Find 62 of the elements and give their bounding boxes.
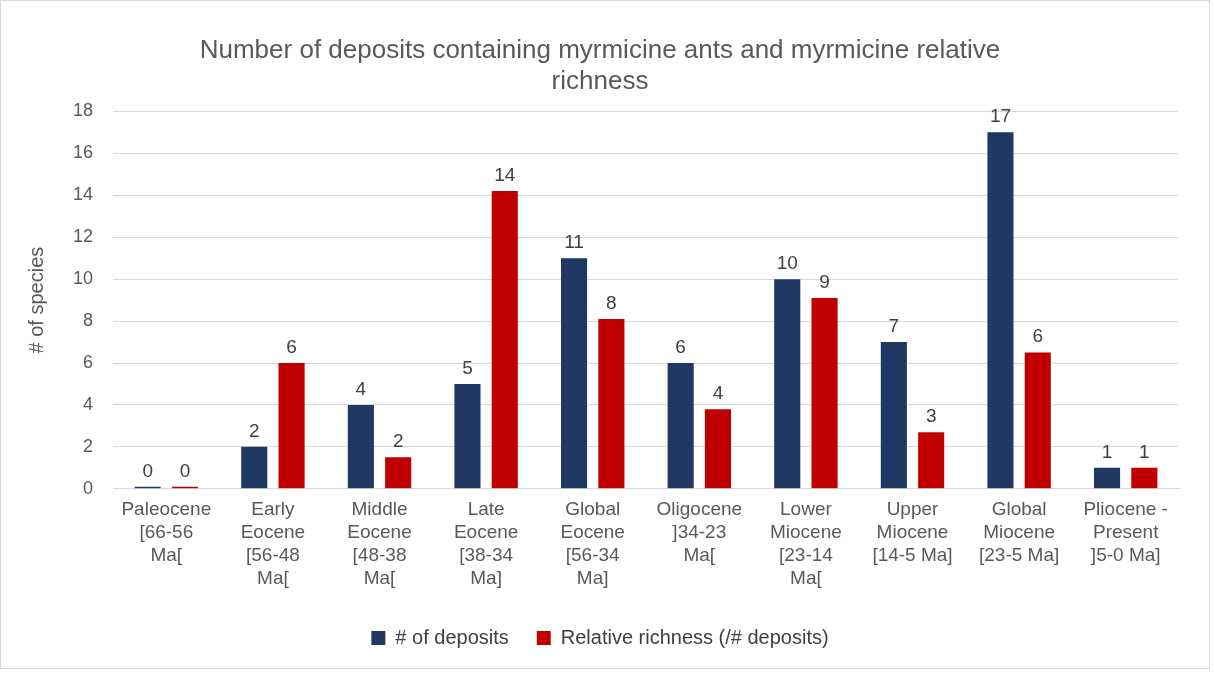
data-label: 5 [462, 356, 473, 378]
bar [241, 446, 268, 489]
data-label: 8 [606, 291, 617, 313]
data-label: 10 [776, 251, 798, 273]
bar [598, 318, 625, 489]
x-tick-label: Lower Miocene [23-14 Ma[ [769, 498, 842, 588]
x-tick-label: Early Eocene [56-48 Ma[ [240, 498, 306, 588]
bar [704, 409, 732, 489]
bar [774, 279, 801, 489]
data-label: 2 [392, 430, 404, 452]
x-tick-label: Pliocene - Present ]5-0 Ma] [1083, 498, 1168, 566]
bar [880, 342, 907, 489]
data-label: 3 [925, 404, 937, 426]
data-label: 2 [248, 419, 260, 441]
y-tick-label: 10 [72, 268, 94, 289]
data-label: 14 [494, 163, 516, 185]
bar [491, 191, 518, 489]
data-label: 1 [1139, 440, 1150, 462]
y-tick-label: 16 [72, 142, 94, 163]
legend-label: # of deposits [395, 625, 509, 648]
y-tick-label: 14 [72, 184, 94, 205]
data-label: 6 [675, 335, 686, 357]
data-label: 0 [179, 459, 191, 481]
bar [918, 432, 945, 489]
bar [454, 383, 481, 489]
data-label: 4 [712, 381, 724, 403]
bar [385, 457, 412, 489]
bar [347, 404, 374, 489]
y-tick-label: 12 [72, 226, 94, 247]
bar [667, 363, 694, 489]
x-tick-label: Global Eocene [56-34 Ma] [560, 498, 625, 588]
data-label: 17 [989, 105, 1012, 127]
y-tick-label: 2 [83, 435, 94, 456]
data-label: 4 [355, 377, 367, 399]
y-tick-label: 0 [83, 477, 94, 498]
bar [987, 132, 1014, 489]
bar [561, 258, 588, 489]
x-tick-label: Middle Eocene [48-38 Ma[ [347, 498, 412, 588]
y-tick-label: 6 [83, 351, 94, 372]
x-tick-label: Global Miocene [23-5 Ma] [978, 498, 1060, 566]
bar [1093, 467, 1121, 489]
bar [1024, 352, 1051, 489]
x-tick-label: Upper Miocene [14-5 Ma] [872, 498, 953, 566]
y-tick-label: 4 [83, 393, 94, 414]
data-label: 1 [1101, 440, 1113, 462]
x-tick-label: Oligocene ]34-23 Ma[ [656, 498, 743, 566]
data-label: 0 [142, 459, 153, 481]
x-tick-label: Paleocene [66-56 Ma[ [121, 498, 212, 566]
data-label: 6 [1032, 325, 1044, 347]
bar [278, 363, 305, 489]
y-axis-title: # of species [24, 246, 47, 354]
bar [1131, 467, 1158, 489]
x-tick-label: Late Eocene [38-34 Ma] [453, 498, 519, 588]
data-label: 11 [564, 230, 584, 252]
data-label: 7 [888, 314, 900, 336]
y-tick-label: 18 [72, 100, 94, 121]
y-tick-label: 8 [83, 310, 94, 331]
data-label: 6 [286, 335, 297, 357]
chart-title: Number of deposits containing myrmicine ants and myrmicine relative richness [199, 33, 1001, 95]
legend-label: Relative richness (/# deposits) [560, 625, 829, 648]
bar [811, 298, 838, 489]
data-label: 9 [819, 270, 830, 292]
